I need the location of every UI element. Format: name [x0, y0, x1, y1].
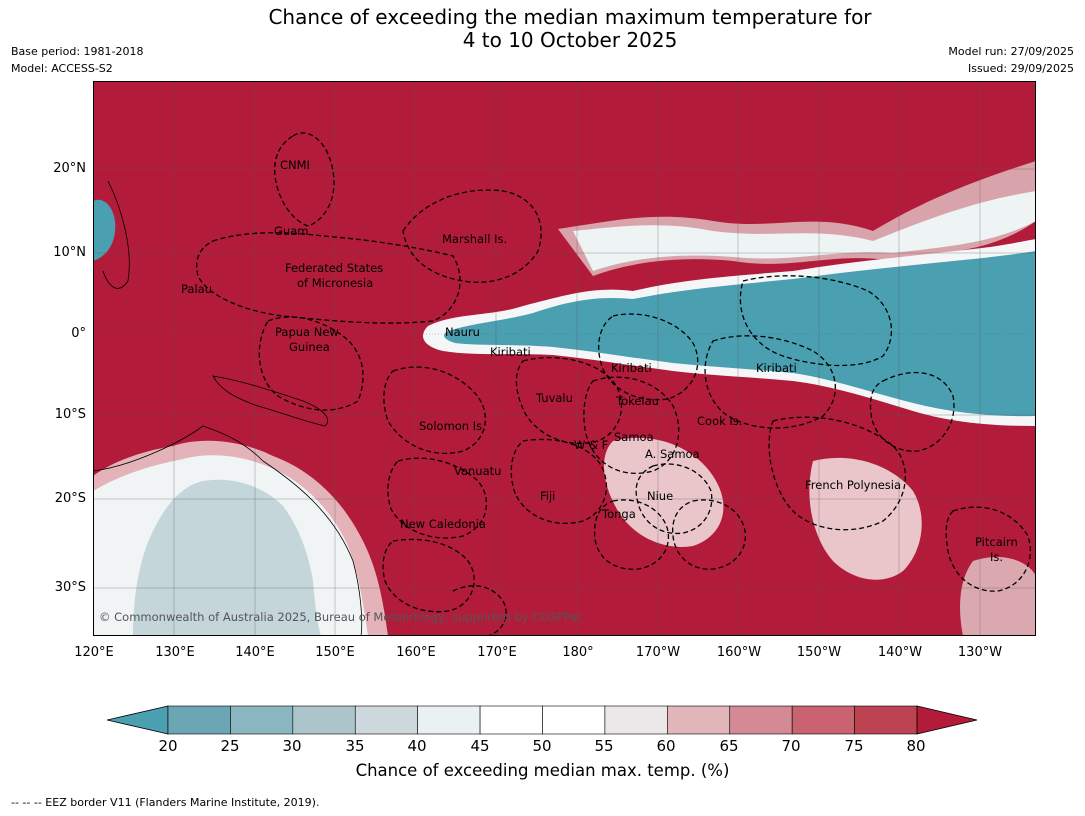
lat-label-10n: 10°N — [53, 245, 86, 260]
northwest-cool-patch — [93, 199, 116, 261]
colorbar-bin-35-40 — [354, 705, 418, 735]
model-run: Model run: 27/09/2025 — [948, 45, 1074, 58]
colorbar-tick-80: 80 — [906, 737, 926, 755]
lat-label-30s: 30°S — [54, 580, 86, 595]
coastlines — [93, 180, 363, 636]
lat-label-10s: 10°S — [54, 407, 86, 422]
region-label-cook-is: Cook Is. — [697, 414, 743, 428]
colorbar-bin-70-75 — [791, 705, 855, 735]
lon-label-130w: 130°W — [957, 645, 1003, 660]
region-label-vanuatu: Vanuatu — [454, 464, 502, 478]
colorbar-bins — [167, 705, 918, 735]
colorbar-bin-50-55 — [542, 705, 606, 735]
region-label-palau: Palau — [181, 282, 212, 296]
lon-label-160w: 160°W — [716, 645, 762, 660]
region-label-kiribati-east: Kiribati — [756, 361, 797, 375]
lon-label-140e: 140°E — [235, 645, 275, 660]
region-label-solomon-is: Solomon Is. — [419, 419, 486, 433]
equatorial-cool-tongue — [443, 251, 1036, 417]
lat-label-20s: 20°S — [54, 491, 86, 506]
colorbar-bin-55-60 — [604, 705, 668, 735]
colorbar-tick-70: 70 — [781, 737, 801, 755]
lon-label-140w: 140°W — [877, 645, 923, 660]
base-period: Base period: 1981-2018 — [11, 45, 144, 58]
eez-borders — [196, 132, 1031, 636]
copyright-notice: © Commonwealth of Australia 2025, Bureau… — [99, 610, 584, 624]
chart-title: Chance of exceeding the median maximum t… — [268, 5, 872, 52]
lon-label-150w: 150°W — [796, 645, 842, 660]
colorbar-bin-40-45 — [417, 705, 481, 735]
colorbar-bin-20-25 — [167, 705, 231, 735]
issued-date: Issued: 29/09/2025 — [967, 62, 1074, 75]
southwest-cool-region — [133, 479, 321, 636]
meta-left: Base period: 1981-2018 Model: ACCESS-S2 — [11, 43, 143, 77]
colorbar-bin-25-30 — [230, 705, 294, 735]
colorbar-bin-30-35 — [292, 705, 356, 735]
colorbar-tick-50: 50 — [532, 737, 552, 755]
region-label-kiribati-west: Kiribati — [490, 345, 531, 359]
colorbar — [107, 705, 978, 735]
colorbar-tick-75: 75 — [844, 737, 864, 755]
region-label-pitcairn-line2: Is. — [990, 550, 1004, 564]
colorbar-tick-35: 35 — [345, 737, 365, 755]
region-label-tuvalu: Tuvalu — [536, 391, 573, 405]
region-label-kiribati-central: Kiribati — [611, 361, 652, 375]
lon-label-170e: 170°E — [477, 645, 517, 660]
south-light-patch-2 — [809, 457, 922, 580]
model-name: Model: ACCESS-S2 — [11, 62, 113, 75]
region-label-guam: Guam — [274, 224, 309, 238]
colorbar-tick-45: 45 — [470, 737, 490, 755]
region-label-wallis-futuna: W & F — [574, 438, 609, 452]
region-label-fsm-line2: of Micronesia — [297, 276, 374, 290]
region-label-fiji: Fiji — [540, 489, 556, 503]
colorbar-tick-30: 30 — [282, 737, 302, 755]
gridlines — [93, 81, 1036, 636]
region-label-marshall-is: Marshall Is. — [442, 232, 508, 246]
colorbar-label: Chance of exceeding median max. temp. (%… — [355, 761, 730, 780]
colorbar-tick-40: 40 — [407, 737, 427, 755]
colorbar-tick-65: 65 — [719, 737, 739, 755]
meta-right: Model run: 27/09/2025 Issued: 29/09/2025 — [948, 43, 1074, 77]
region-label-nauru: Nauru — [445, 325, 480, 339]
eez-footnote: -- -- -- EEZ border V11 (Flanders Marine… — [11, 796, 320, 809]
region-label-tokelau: Tokelau — [616, 394, 659, 408]
colorbar-tick-55: 55 — [594, 737, 614, 755]
region-label-png-line2: Guinea — [289, 340, 330, 354]
region-label-samoa: Samoa — [614, 430, 654, 444]
region-label-american-samoa: A. Samoa — [645, 447, 700, 461]
colorbar-bin-75-80 — [854, 705, 918, 735]
lon-label-150e: 150°E — [315, 645, 355, 660]
colorbar-low-extension — [107, 705, 169, 735]
south-light-patch-1 — [603, 437, 724, 547]
lat-label-20n: 20°N — [53, 161, 86, 176]
southeast-light-patch — [960, 556, 1036, 636]
northern-band-white — [573, 191, 1036, 271]
lon-label-120e: 120°E — [74, 645, 114, 660]
colorbar-tick-25: 25 — [220, 737, 240, 755]
region-label-niue: Niue — [647, 489, 674, 503]
lat-label-0: 0° — [71, 326, 86, 341]
forecast-map — [93, 81, 1036, 636]
colorbar-bin-45-50 — [479, 705, 543, 735]
lon-label-130e: 130°E — [155, 645, 195, 660]
region-label-pitcairn-line1: Pitcairn — [975, 535, 1018, 549]
colorbar-high-extension — [916, 705, 978, 735]
region-label-french-polynesia: French Polynesia — [805, 478, 902, 492]
region-label-new-caledonia: New Caledonia — [400, 517, 486, 531]
region-label-cnmi: CNMI — [280, 158, 310, 172]
colorbar-bin-65-70 — [729, 705, 793, 735]
lon-label-160e: 160°E — [396, 645, 436, 660]
lon-label-170w: 170°W — [635, 645, 681, 660]
colorbar-bin-60-65 — [667, 705, 731, 735]
region-label-fsm-line1: Federated States — [285, 261, 384, 275]
colorbar-tick-20: 20 — [158, 737, 178, 755]
region-label-tonga: Tonga — [602, 507, 636, 521]
region-label-png-line1: Papua New — [275, 325, 339, 339]
lon-label-180: 180° — [562, 645, 594, 660]
colorbar-tick-60: 60 — [656, 737, 676, 755]
